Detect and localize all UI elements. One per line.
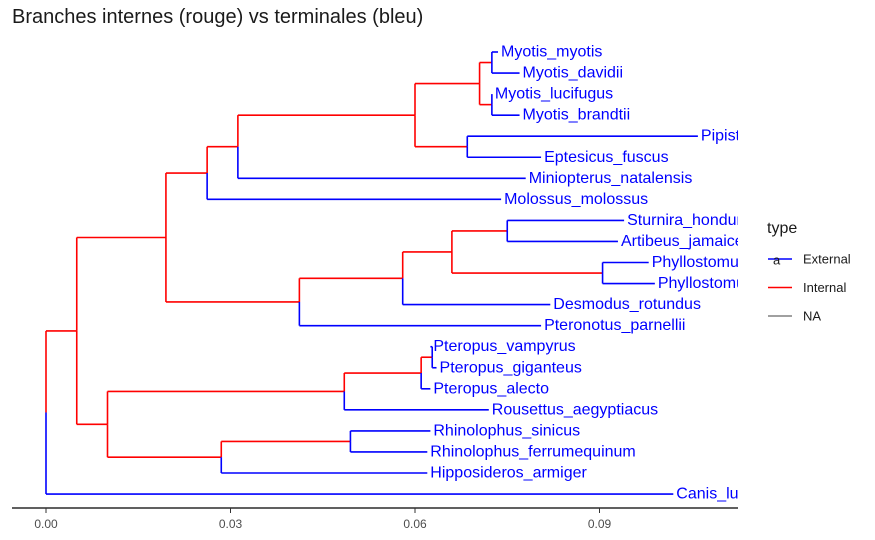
tip-label: Miniopterus_natalensis [529, 170, 693, 187]
tip-label: Sturnira_hondurensis [627, 212, 779, 229]
legend-key-glyph: a [773, 253, 781, 268]
x-tick-label: 0.03 [219, 517, 243, 531]
x-tick-label: 0.06 [403, 517, 427, 531]
tip-label: Pteronotus_parnellii [544, 317, 685, 334]
x-tick-label: 0.09 [588, 517, 612, 531]
plot-panel: Myotis_myotis Myotis_davidii Myotis_lucifu… [45, 44, 824, 503]
tip-label: Rousettus_aegyptiacus [492, 401, 658, 418]
tip-label: Myotis_davidii [523, 65, 623, 82]
legend: type a External Internal NA [767, 220, 851, 324]
tip-label: Desmodus_rotundus [553, 296, 701, 313]
legend-label: NA [803, 309, 821, 324]
chart-title: Branches internes (rouge) vs terminales … [12, 6, 424, 28]
tip-label: Pteropus_giganteus [440, 359, 582, 376]
tip-label: Pteropus_vampyrus [433, 338, 575, 355]
tip-label: Myotis_myotis [501, 44, 602, 61]
legend-label: External [803, 252, 851, 267]
legend-title: type [767, 220, 797, 237]
tip-label: Phyllostomus_discolor [652, 254, 812, 271]
x-axis: 0.00 0.03 0.06 0.09 [12, 507, 738, 531]
tip-label: Rhinolophus_sinicus [433, 422, 580, 439]
tip-label: Pipistrellus_kuhlii [701, 128, 824, 145]
tip-label: Myotis_lucifugus [495, 86, 613, 103]
tip-label: Rhinolophus_ferrumequinum [430, 443, 635, 460]
tip-label: Pteropus_alecto [433, 380, 549, 397]
tip-label: Canis_lupus [676, 486, 764, 503]
legend-label: Internal [803, 280, 846, 295]
tip-label: Hipposideros_armiger [430, 465, 587, 482]
tip-label: Artibeus_jamaicensis [621, 233, 772, 250]
tip-label: Eptesicus_fuscus [544, 149, 669, 166]
tip-label: Molossus_molossus [504, 191, 648, 208]
x-tick-label: 0.00 [34, 517, 58, 531]
tip-label: Phyllostomus_hastatus [658, 275, 823, 292]
tip-label: Myotis_brandtii [523, 107, 631, 124]
